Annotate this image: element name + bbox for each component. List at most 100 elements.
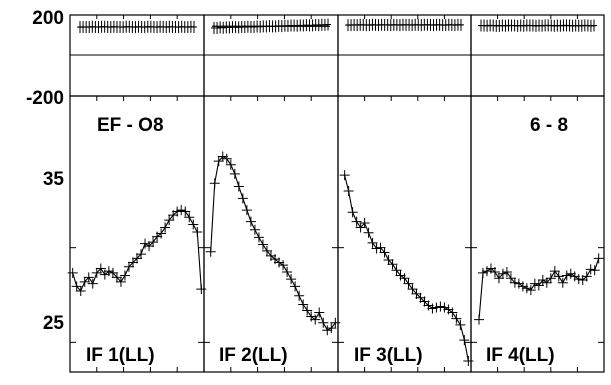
amplitude-point <box>415 292 426 303</box>
amplitude-point <box>111 272 122 283</box>
amplitude-point <box>103 266 114 277</box>
panel-4 <box>470 14 605 373</box>
amplitude-point <box>383 254 394 265</box>
amplitude-point <box>229 168 240 179</box>
amplitude-point <box>557 277 568 288</box>
amplitude-tick-label-25: 25 <box>43 313 65 334</box>
amplitude-point <box>87 278 98 289</box>
amplitude-point <box>427 303 438 314</box>
amplitude-point <box>463 355 474 366</box>
panel-label-if1: IF 1(LL) <box>86 345 155 366</box>
amplitude-point <box>140 238 151 249</box>
amplitude-point <box>192 227 203 238</box>
amplitude-point <box>253 232 264 243</box>
amplitude-point <box>447 307 458 318</box>
phase-tick-label-top: 200 <box>32 8 64 29</box>
amplitude-point <box>407 284 418 295</box>
amplitude-point <box>367 237 378 248</box>
amplitude-point <box>75 286 86 297</box>
amplitude-point <box>233 181 244 192</box>
amplitude-point <box>123 261 134 272</box>
baseline-annotation: 6 - 8 <box>530 115 568 136</box>
amplitude-point <box>459 335 470 346</box>
amplitude-point <box>403 278 414 289</box>
amplitude-point <box>237 193 248 204</box>
amplitude-frame <box>203 95 339 373</box>
amplitude-point <box>257 239 268 250</box>
amplitude-point <box>513 278 524 289</box>
amplitude-point <box>553 271 564 282</box>
amplitude-point <box>435 301 446 312</box>
source-annotation: EF - O8 <box>97 115 164 136</box>
amplitude-point <box>399 273 410 284</box>
amplitude-point <box>127 257 138 268</box>
amplitude-point <box>132 253 142 264</box>
amplitude-point <box>314 307 325 318</box>
amplitude-point <box>363 227 374 238</box>
amplitude-point <box>529 278 540 289</box>
amplitude-point <box>249 224 260 235</box>
amplitude-model-line <box>72 209 202 293</box>
amplitude-point <box>184 212 195 223</box>
amplitude-point <box>419 296 430 307</box>
panel-label-if2: IF 2(LL) <box>219 345 288 366</box>
amplitude-point <box>477 267 488 278</box>
amplitude-point <box>589 265 600 276</box>
amplitude-point <box>282 267 293 278</box>
amplitude-point <box>318 317 329 328</box>
amplitude-point <box>107 267 118 278</box>
amplitude-point <box>148 237 159 248</box>
panel-3 <box>337 14 474 373</box>
amplitude-point <box>505 273 516 284</box>
amplitude-point <box>67 267 78 278</box>
amplitude-point <box>565 268 576 279</box>
amplitude-point <box>302 305 313 316</box>
amplitude-point <box>95 263 106 274</box>
amplitude-point <box>196 284 207 295</box>
amplitude-point <box>585 264 596 275</box>
amplitude-point <box>573 274 584 285</box>
amplitude-point <box>160 222 171 233</box>
amplitude-point <box>541 277 552 288</box>
amplitude-point <box>493 273 504 284</box>
amplitude-point <box>261 245 272 256</box>
amplitude-point <box>481 266 492 277</box>
amplitude-point <box>387 259 398 270</box>
phase-point <box>458 18 464 31</box>
amplitude-point <box>545 273 556 284</box>
amplitude-point <box>343 186 354 197</box>
amplitude-point <box>225 159 236 170</box>
amplitude-model-line <box>210 155 336 331</box>
phase-tick-label-bottom: -200 <box>26 88 64 109</box>
amplitude-point <box>180 206 191 217</box>
amplitude-point <box>322 325 333 336</box>
amplitude-point <box>188 219 199 230</box>
amplitude-point <box>217 151 228 162</box>
amplitude-point <box>593 253 604 264</box>
amplitude-point <box>91 267 102 278</box>
panel-2 <box>203 14 341 373</box>
amplitude-point <box>221 153 232 164</box>
amplitude-point <box>71 281 82 292</box>
amplitude-point <box>395 270 406 281</box>
amplitude-point <box>391 265 402 276</box>
amplitude-point <box>83 272 94 283</box>
amplitude-point <box>136 249 147 260</box>
amplitude-point <box>298 299 309 310</box>
amplitude-point <box>274 257 285 268</box>
amplitude-point <box>119 270 130 281</box>
amplitude-point <box>439 302 450 313</box>
amplitude-point <box>517 281 528 292</box>
amplitude-frame <box>337 95 472 373</box>
amplitude-point <box>355 222 366 233</box>
phase-point <box>325 18 331 31</box>
amplitude-point <box>310 314 321 325</box>
amplitude-point <box>371 243 382 254</box>
amplitude-tick-label-35: 35 <box>43 169 65 190</box>
phase-point <box>591 19 597 32</box>
amplitude-point <box>156 228 167 239</box>
amplitude-point <box>581 271 592 282</box>
panel-1 <box>67 14 207 373</box>
amplitude-point <box>209 178 220 189</box>
